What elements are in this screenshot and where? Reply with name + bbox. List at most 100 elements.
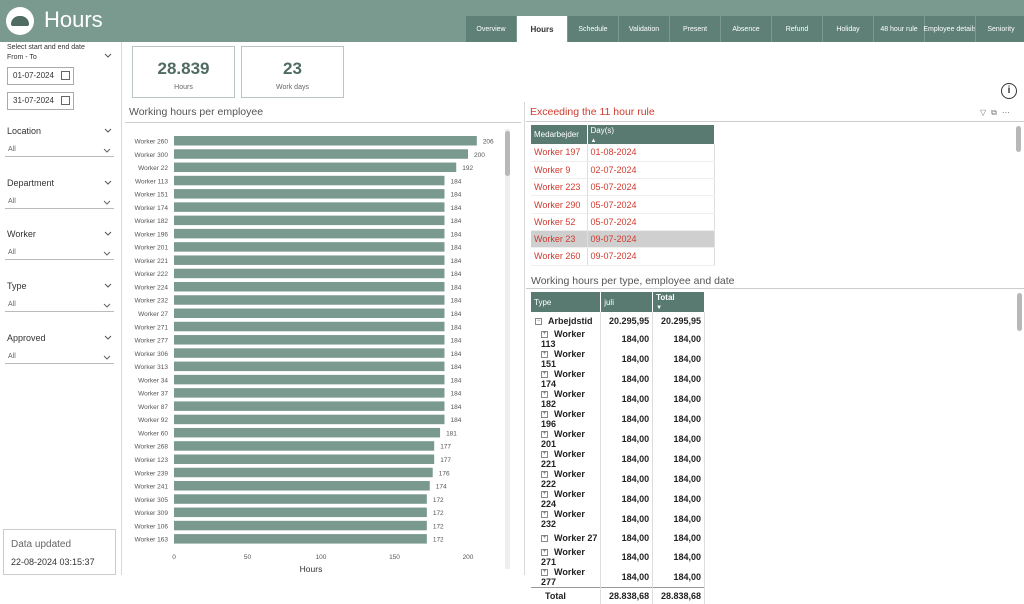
expand-icon[interactable]: +: [541, 511, 548, 519]
table-row[interactable]: Worker 260 09-07-2024: [531, 247, 715, 266]
chevron-down-icon[interactable]: [104, 128, 112, 136]
bar[interactable]: [174, 268, 445, 279]
matrix-row[interactable]: + Worker 221 184,00 184,00: [531, 449, 705, 470]
start-date-input[interactable]: 01-07-2024: [7, 67, 74, 85]
bar[interactable]: [174, 255, 445, 265]
filter-icon[interactable]: ▽: [980, 108, 992, 117]
bar[interactable]: [174, 388, 445, 398]
table-row[interactable]: Worker 223 05-07-2024: [531, 178, 715, 197]
bar[interactable]: [174, 467, 433, 478]
bar[interactable]: [174, 335, 445, 345]
chevron-down-icon[interactable]: [104, 53, 112, 61]
tab-hours[interactable]: Hours: [516, 16, 567, 42]
calendar-icon[interactable]: [61, 71, 70, 80]
bar[interactable]: [174, 228, 445, 239]
matrix-row[interactable]: + Worker 182 184,00 184,00: [531, 389, 705, 410]
bar[interactable]: [174, 308, 445, 319]
column-header-worker[interactable]: Medarbejder: [531, 125, 588, 144]
bar[interactable]: [174, 454, 435, 464]
matrix-scrollbar[interactable]: [1017, 293, 1022, 331]
chevron-down-icon[interactable]: [104, 283, 112, 291]
bar[interactable]: [174, 202, 445, 212]
info-icon[interactable]: i: [1001, 83, 1017, 99]
tab-present[interactable]: Present: [669, 16, 720, 42]
column-header-days[interactable]: Day(s) ▲: [587, 125, 715, 144]
bar[interactable]: [174, 401, 445, 411]
expand-icon[interactable]: +: [541, 331, 548, 339]
tab-absence[interactable]: Absence: [720, 16, 771, 42]
matrix-row[interactable]: + Worker 196 184,00 184,00: [531, 409, 705, 430]
bar[interactable]: [174, 136, 477, 146]
bar[interactable]: [174, 149, 468, 159]
focus-mode-icon[interactable]: ⧉: [991, 108, 1002, 117]
table-row[interactable]: Worker 23 09-07-2024: [531, 230, 715, 249]
bar[interactable]: [174, 361, 445, 372]
tab-schedule[interactable]: Schedule: [567, 16, 618, 42]
bar[interactable]: [174, 427, 441, 438]
bar[interactable]: [174, 295, 445, 305]
expand-icon[interactable]: +: [541, 371, 548, 379]
tab-employee-details[interactable]: Employee details: [923, 16, 977, 42]
table-row[interactable]: Worker 290 05-07-2024: [531, 195, 715, 214]
bar[interactable]: [174, 215, 445, 226]
expand-icon[interactable]: +: [541, 431, 548, 439]
bar[interactable]: [174, 348, 445, 358]
matrix-row[interactable]: + Worker 271 184,00 184,00: [531, 546, 705, 567]
expand-icon[interactable]: +: [541, 491, 548, 499]
tab-48-hour-rule[interactable]: 48 hour rule: [873, 16, 924, 42]
matrix-row[interactable]: + Worker 174 184,00 184,00: [531, 369, 705, 390]
table-row[interactable]: Worker 52 05-07-2024: [531, 213, 715, 231]
matrix-row[interactable]: + Worker 224 184,00 184,00: [531, 489, 705, 510]
expand-icon[interactable]: +: [541, 548, 548, 556]
more-options-icon[interactable]: ⋯: [1001, 108, 1015, 117]
column-header-month[interactable]: juli: [600, 292, 654, 312]
matrix-row[interactable]: + Worker 232 184,00 184,00: [531, 509, 705, 530]
chevron-down-icon[interactable]: [104, 180, 112, 188]
chevron-down-icon[interactable]: [104, 335, 112, 343]
bar[interactable]: [174, 189, 445, 199]
bar[interactable]: [174, 242, 445, 252]
matrix-row[interactable]: + Worker 222 184,00 184,00: [531, 469, 705, 490]
table-row[interactable]: Worker 197 01-08-2024: [531, 144, 715, 162]
column-header-type[interactable]: Type: [531, 292, 602, 312]
column-header-total[interactable]: Total ▼: [652, 292, 705, 312]
matrix-row[interactable]: + Worker 201 184,00 184,00: [531, 429, 705, 450]
matrix-row[interactable]: + Worker 27 184,00 184,00: [531, 529, 705, 547]
bar[interactable]: [174, 481, 430, 491]
calendar-icon[interactable]: [61, 96, 70, 105]
expand-icon[interactable]: +: [541, 535, 548, 543]
bar[interactable]: [174, 414, 445, 425]
bar[interactable]: [174, 175, 445, 186]
matrix-row[interactable]: + Worker 277 184,00 184,00: [531, 566, 705, 588]
bar[interactable]: [174, 162, 457, 173]
bar[interactable]: [174, 374, 445, 385]
expand-icon[interactable]: +: [541, 451, 548, 459]
filter-dropdown-approved[interactable]: All: [5, 350, 114, 364]
table-row[interactable]: Worker 9 02-07-2024: [531, 161, 715, 180]
bar[interactable]: [174, 281, 445, 292]
scrollbar-thumb[interactable]: [505, 131, 510, 176]
chevron-down-icon[interactable]: [104, 231, 112, 239]
filter-dropdown-location[interactable]: All: [5, 143, 114, 157]
filter-dropdown-department[interactable]: All: [5, 195, 114, 209]
end-date-input[interactable]: 31-07-2024: [7, 92, 74, 110]
matrix-group-row[interactable]: − Arbejdstid 20.295,95 20.295,95: [531, 312, 705, 330]
tab-validation[interactable]: Validation: [618, 16, 669, 42]
expand-icon[interactable]: +: [541, 351, 548, 359]
tab-holiday[interactable]: Holiday: [822, 16, 873, 42]
bar[interactable]: [174, 441, 435, 451]
bar[interactable]: [174, 520, 427, 531]
table-scrollbar[interactable]: [1016, 126, 1021, 152]
expand-icon[interactable]: +: [541, 391, 548, 399]
tab-overview[interactable]: Overview: [465, 16, 516, 42]
matrix-row[interactable]: + Worker 151 184,00 184,00: [531, 349, 705, 370]
filter-dropdown-worker[interactable]: All: [5, 246, 114, 260]
tab-refund[interactable]: Refund: [771, 16, 822, 42]
expand-icon[interactable]: +: [541, 471, 548, 479]
chart-scrollbar[interactable]: [505, 129, 510, 569]
bar[interactable]: [174, 534, 427, 544]
collapse-icon[interactable]: −: [535, 317, 542, 325]
tab-seniority[interactable]: Seniority: [975, 16, 1024, 42]
expand-icon[interactable]: +: [541, 411, 548, 419]
matrix-row[interactable]: + Worker 113 184,00 184,00: [531, 329, 705, 350]
